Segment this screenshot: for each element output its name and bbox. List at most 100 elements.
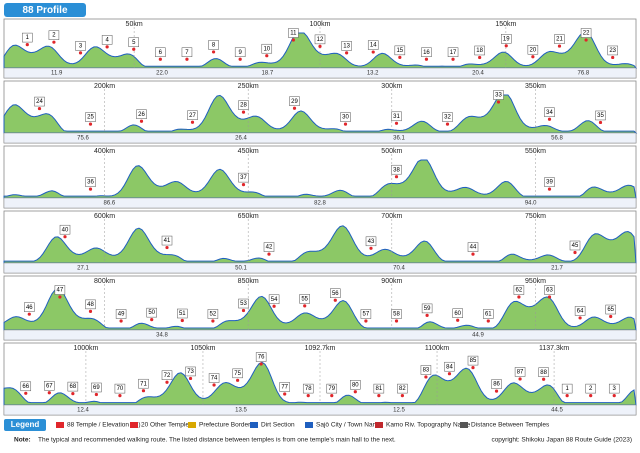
temple-box [208,40,219,50]
temple-box [207,309,219,319]
km-label: 1137.3km [539,345,569,352]
temple-box [155,47,166,57]
temple-number: 42 [266,245,273,251]
temple-box [527,44,539,55]
distance-label: 75.6 [77,136,89,142]
temple-number: 51 [179,311,186,317]
temple-dot [118,394,122,398]
temple-box [420,365,432,375]
legend-box [4,419,46,431]
temple-dot [267,252,271,256]
temple-box [232,368,243,379]
distance-label: 18.7 [261,71,273,77]
temple-number: 85 [470,358,477,364]
temple-number: 88 [540,370,547,376]
distance-label: 13.5 [235,408,247,414]
temple-number: 28 [240,103,247,109]
temple-box [101,35,113,45]
temple-dot [565,394,569,398]
distance-label: 50.1 [235,266,247,272]
temple-number: 7 [185,50,189,56]
temple-dot [557,44,562,48]
distance-label: 21.7 [551,266,563,272]
temple-number: 41 [164,238,171,244]
temple-dot [88,122,93,126]
legend-item: 20 Other Temple [141,422,189,429]
temple-box [34,96,45,107]
temple-number: 13 [343,43,350,49]
temple-number: 19 [503,36,510,42]
distance-band [3,262,637,274]
temple-dot [377,394,381,398]
km-label: 300km [381,83,402,90]
temple-dot [88,309,93,313]
temple-dot [445,122,450,126]
km-label: 50km [126,21,143,28]
temple-dot [190,120,195,124]
temple-dot [333,298,337,302]
temple-number: 66 [22,384,29,390]
temple-box [289,96,300,106]
temple-box [85,177,96,187]
temple-number: 2 [589,386,593,392]
temple-box [585,383,596,394]
legend-swatch [460,422,468,428]
temple-box [360,309,372,319]
distance-label: 44.5 [551,408,563,414]
temple-number: 47 [57,288,64,294]
legend-swatch [56,422,64,428]
temple-box [67,381,79,392]
temple-box [391,309,402,319]
legend-title: Legend [11,420,40,429]
distance-label: 13.2 [367,71,379,77]
temple-number: 14 [370,43,377,49]
temple-dot [88,187,93,191]
temple-number: 61 [485,312,492,318]
temple-number: 81 [376,386,383,392]
temple-box [483,309,494,319]
temple-box [161,370,173,380]
terrain [3,225,637,264]
terrain [3,361,637,406]
temple-dot [424,57,429,61]
distance-label: 70.4 [393,266,405,272]
temple-dot [517,295,521,299]
temple-box [554,34,565,44]
distance-label: 56.8 [551,136,563,142]
temple-dot [71,391,75,396]
temple-dot [369,246,373,250]
temple-number: 39 [546,180,553,186]
terrain [3,159,637,199]
temple-number: 74 [211,376,218,382]
temple-box [330,288,341,298]
temple-box [85,112,96,122]
temple-number: 80 [352,382,359,388]
km-label: 250km [238,83,259,90]
temple-dot [139,119,144,123]
temple-dot [303,304,307,308]
temple-number: 64 [577,309,584,315]
temple-number: 3 [79,43,83,49]
legend-swatch [305,422,313,428]
temple-dot [394,121,399,125]
temple-box [467,355,479,366]
temple-number: 16 [423,50,430,56]
temple-dot [471,365,475,370]
temple-number: 71 [140,381,147,387]
temple-number: 46 [26,305,33,311]
temple-box [350,380,361,390]
temple-number: 48 [87,302,94,308]
temple-dot [165,380,169,384]
distance-label: 26.4 [235,136,247,142]
temple-number: 38 [393,167,400,173]
distance-label: 76.8 [577,71,589,77]
temple-dot [612,394,616,398]
km-label: 350km [525,83,546,90]
temple-dot [141,389,146,393]
temple-number: 76 [258,355,265,361]
legend-item: Sajō City / Town Name [316,422,382,429]
temple-box [397,383,408,394]
temple-dot [180,318,184,323]
temple-dot [236,378,240,382]
temple-box [501,34,512,44]
